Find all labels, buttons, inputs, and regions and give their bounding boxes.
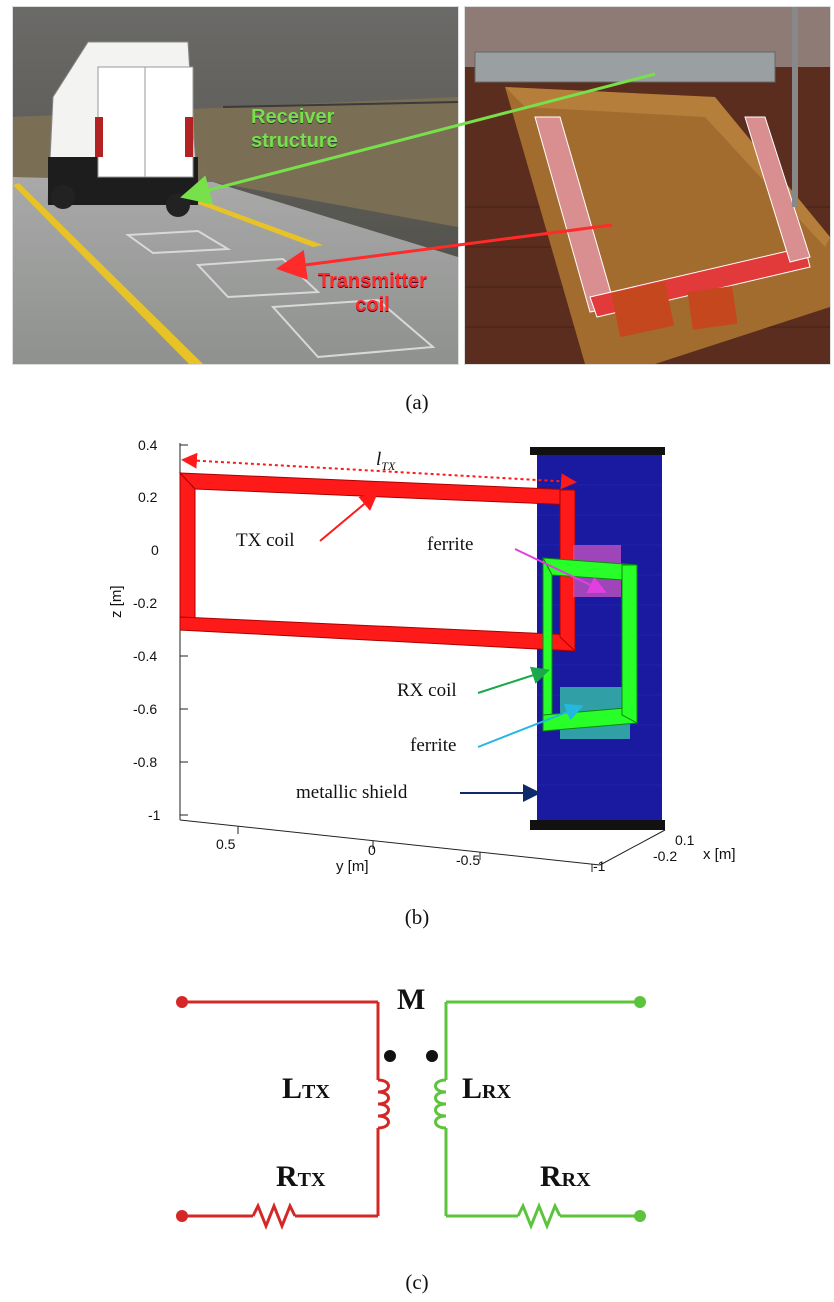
caption-b: (b) bbox=[404, 905, 430, 929]
lrx-circuit-main: L bbox=[462, 1072, 483, 1105]
ferrite-top-pointer bbox=[514, 548, 607, 594]
transmitter-coil-label: Transmitter coil bbox=[318, 270, 427, 316]
ltx-circuit-sub: TX bbox=[302, 1081, 330, 1103]
x-tick-1: -0.2 bbox=[653, 848, 678, 864]
ltx-dimension-arrow bbox=[181, 452, 577, 490]
coil-model-3d-plot bbox=[178, 443, 666, 872]
caption-a: (a) bbox=[405, 390, 429, 414]
rtx-circuit-sub: TX bbox=[297, 1169, 326, 1191]
rrx-circuit-label: RRX bbox=[540, 1160, 591, 1194]
ferrite-top-label: ferrite bbox=[427, 534, 474, 555]
tx-coil-label: TX coil bbox=[236, 530, 295, 551]
z-tick-1: 0.2 bbox=[138, 489, 158, 505]
ltx-circuit-label: LTX bbox=[282, 1072, 330, 1106]
ferrite-bottom-label: ferrite bbox=[410, 735, 457, 756]
rtx-circuit-main: R bbox=[276, 1160, 298, 1193]
z-tick-6: -0.8 bbox=[133, 754, 158, 770]
tx-polarity-dot bbox=[384, 1050, 396, 1062]
y-tick-3: -1 bbox=[593, 858, 606, 874]
tx-coil-pointer bbox=[319, 492, 379, 542]
y-tick-1: 0 bbox=[368, 842, 376, 858]
lrx-circuit-sub: RX bbox=[482, 1081, 511, 1103]
lrx-circuit-label: LRX bbox=[462, 1072, 511, 1106]
lab-photo-illustration bbox=[465, 7, 830, 364]
z-tick-5: -0.6 bbox=[133, 701, 158, 717]
ferrite-bottom-pointer bbox=[477, 703, 584, 748]
tx-circuit bbox=[182, 1000, 390, 1231]
ltx-sub: TX bbox=[381, 458, 396, 473]
z-tick-2: 0 bbox=[151, 542, 159, 558]
ltx-main: l bbox=[376, 449, 382, 470]
z-tick-7: -1 bbox=[148, 807, 161, 823]
van-photo-illustration bbox=[13, 7, 458, 364]
z-tick-3: -0.2 bbox=[133, 595, 158, 611]
photo-van-road: Receiver structure Transmitter coil bbox=[12, 6, 459, 365]
panel-a-arrows bbox=[180, 72, 656, 280]
z-tick-0: 0.4 bbox=[138, 437, 158, 453]
transmitter-arrow bbox=[276, 223, 613, 280]
rx-polarity-dot bbox=[426, 1050, 438, 1062]
caption-c: (c) bbox=[405, 1270, 429, 1294]
rrx-circuit-sub: RX bbox=[561, 1169, 591, 1191]
shield-bottom-edge bbox=[530, 820, 665, 830]
y-tick-2: -0.5 bbox=[456, 852, 481, 868]
rx-circuit bbox=[434, 1000, 640, 1231]
rrx-circuit-main: R bbox=[540, 1160, 562, 1193]
rx-coil-label: RX coil bbox=[397, 680, 457, 701]
tx-coil-shape bbox=[178, 471, 576, 653]
y-tick-0: 0.5 bbox=[216, 836, 236, 852]
rx-coil-pointer bbox=[477, 666, 550, 694]
mutual-inductance-label: M bbox=[397, 983, 426, 1016]
z-axis-title: z [m] bbox=[108, 585, 125, 619]
z-tick-4: -0.4 bbox=[133, 648, 158, 664]
x-axis-title: x [m] bbox=[703, 846, 736, 863]
ltx-circuit-main: L bbox=[282, 1072, 303, 1105]
shield-top-edge bbox=[530, 447, 665, 455]
rtx-circuit-label: RTX bbox=[276, 1160, 325, 1194]
receiver-arrow bbox=[180, 72, 656, 205]
shield-label: metallic shield bbox=[296, 782, 408, 803]
photo-lab-setup bbox=[464, 6, 831, 365]
ltx-label: lTX bbox=[376, 449, 395, 474]
rx-terminal-top bbox=[634, 996, 646, 1008]
tx-terminal-bottom bbox=[176, 1210, 188, 1222]
receiver-structure-label: Receiver structure bbox=[251, 106, 338, 152]
x-tick-0: 0.1 bbox=[675, 832, 695, 848]
tx-terminal-top bbox=[176, 996, 188, 1008]
rx-terminal-bottom bbox=[634, 1210, 646, 1222]
equivalent-circuit bbox=[176, 996, 646, 1231]
y-axis-title: y [m] bbox=[336, 858, 369, 875]
